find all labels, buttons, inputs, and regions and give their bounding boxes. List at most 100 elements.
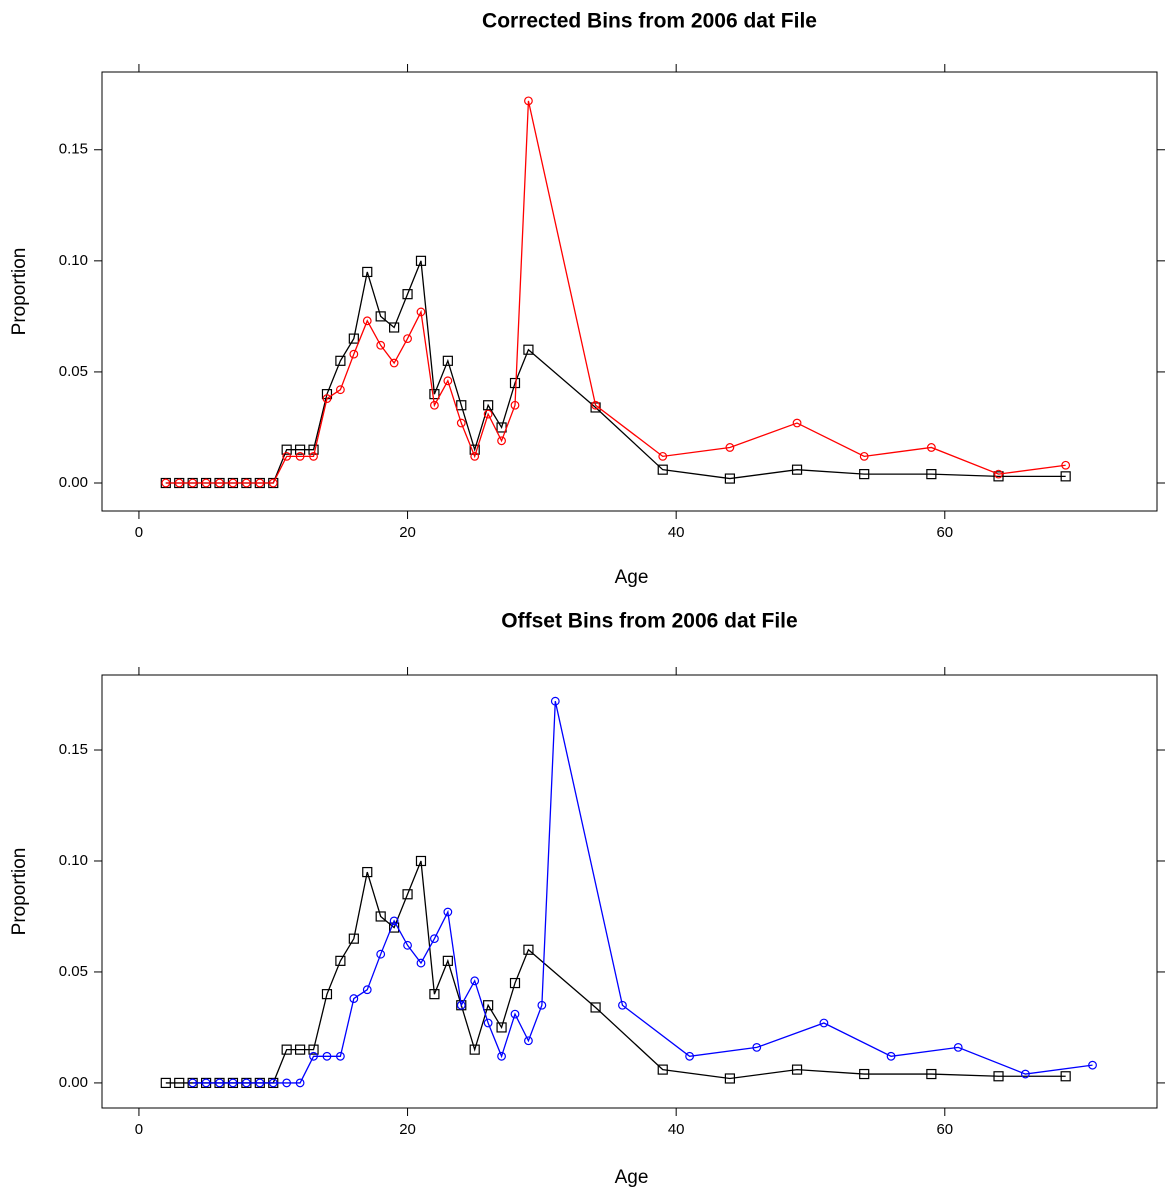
point (295, 1044, 306, 1055)
point (402, 289, 413, 300)
point (402, 889, 413, 900)
point (268, 478, 278, 488)
point (859, 1068, 870, 1080)
point (483, 1000, 494, 1011)
point (993, 471, 1004, 482)
point (403, 940, 412, 950)
point (510, 400, 520, 410)
plot-frame (101, 71, 1158, 512)
point (791, 464, 803, 475)
y-axis-label: Proportion (9, 248, 30, 336)
chart-title: Offset Bins from 2006 dat File (501, 610, 797, 633)
series-line (165, 100, 1066, 484)
point (322, 394, 332, 403)
point (335, 1051, 345, 1061)
point (255, 1078, 265, 1088)
point (215, 478, 224, 488)
point (349, 349, 359, 359)
point (792, 418, 802, 428)
y-tick-label: 0.05 (59, 363, 88, 380)
plot-frame (101, 674, 1158, 1109)
point (282, 451, 292, 461)
point (685, 1051, 695, 1061)
x-axis-label: Age (615, 567, 649, 588)
point (443, 907, 453, 917)
point (591, 400, 600, 410)
point (375, 311, 386, 322)
point (724, 1073, 735, 1084)
point (429, 389, 440, 400)
point (349, 994, 359, 1003)
point (389, 358, 399, 368)
point (483, 409, 493, 419)
point (403, 334, 412, 343)
x-tick-label: 40 (668, 524, 685, 541)
point (483, 1018, 493, 1028)
point (537, 1000, 547, 1010)
point (657, 1064, 668, 1075)
x-tick-label: 60 (936, 1121, 953, 1138)
point (389, 916, 399, 926)
point (1061, 460, 1071, 470)
point (550, 696, 560, 706)
point (1060, 471, 1071, 482)
point (1088, 1060, 1097, 1070)
panel: Offset Bins from 2006 dat File Age Proport… (9, 610, 1165, 1188)
point (241, 478, 251, 488)
point (456, 1000, 466, 1010)
point (201, 478, 211, 488)
point (321, 989, 333, 1000)
y-tick-label: 0.15 (59, 741, 88, 758)
point (362, 866, 373, 878)
point (416, 958, 426, 968)
point (1060, 1071, 1071, 1082)
y-tick-label: 0.00 (59, 1074, 88, 1091)
point (859, 469, 870, 480)
point (470, 976, 480, 986)
point (469, 444, 480, 455)
point (295, 444, 306, 455)
point (524, 96, 533, 106)
point (335, 355, 346, 366)
point (389, 322, 400, 333)
point (443, 376, 453, 386)
point (188, 1078, 198, 1088)
point (348, 933, 359, 944)
point (335, 955, 346, 966)
point (201, 1078, 211, 1088)
point (657, 464, 668, 475)
point (1020, 1069, 1030, 1079)
point (752, 1043, 762, 1052)
y-tick-label: 0.05 (59, 963, 88, 980)
point (228, 1078, 238, 1088)
point (376, 340, 386, 350)
point (348, 333, 359, 344)
point (724, 473, 735, 484)
point (456, 400, 467, 411)
y-tick-label: 0.10 (59, 252, 88, 269)
point (523, 944, 534, 955)
point (308, 1044, 319, 1055)
point (416, 307, 426, 317)
point (362, 316, 372, 326)
x-tick-label: 20 (399, 524, 416, 541)
point (174, 478, 184, 488)
point (523, 344, 534, 355)
point (375, 911, 386, 922)
point (188, 478, 198, 488)
point (993, 1071, 1004, 1082)
point (160, 1077, 171, 1089)
point (456, 418, 466, 428)
x-tick-label: 0 (135, 1121, 143, 1138)
x-tick-label: 0 (135, 524, 143, 541)
point (295, 451, 305, 461)
point (309, 451, 318, 461)
point (255, 478, 265, 488)
point (725, 443, 735, 452)
point (389, 922, 400, 933)
y-axis-label: Proportion (9, 848, 30, 936)
point (161, 478, 171, 488)
point (362, 266, 373, 278)
point (430, 400, 439, 410)
